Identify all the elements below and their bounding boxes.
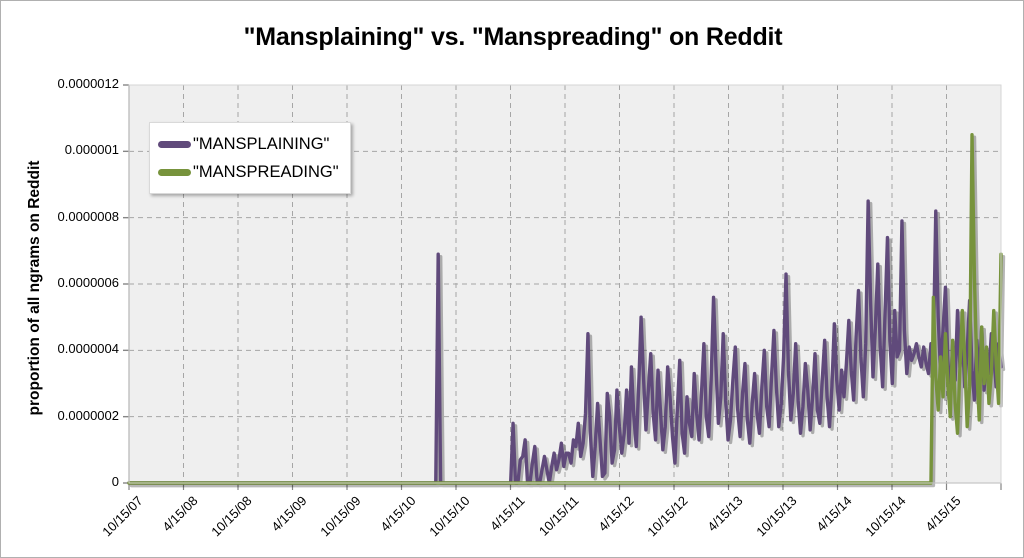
legend-swatch-manspreading: [158, 168, 191, 176]
y-axis-tick-labels: 0 0.0000002 0.0000004 0.0000006 0.0000008 0.0…: [1, 1, 119, 557]
series-shadows: [129, 135, 1006, 488]
series-shadow: [129, 201, 1006, 488]
legend-item[interactable]: "MANSPREADING": [158, 158, 339, 186]
plot-border: [128, 84, 1002, 484]
y-tick-label: 0.0000004: [57, 341, 119, 357]
x-tick-label: 10/15/07: [99, 493, 146, 540]
y-tick-label: 0: [111, 474, 119, 489]
y-tick-label: 0.000001: [64, 142, 119, 158]
legend-swatch-mansplaining: [158, 140, 191, 148]
y-tick-label: 0.0000012: [57, 76, 119, 91]
legend-label-mansplaining: "MANSPLAINING": [193, 134, 330, 153]
chart-title: "Mansplaining" vs. "Manspreading" on Red…: [243, 23, 783, 51]
chart-legend: "MANSPLAINING" "MANSPREADING": [149, 122, 351, 194]
y-tick-label: 0.0000006: [57, 275, 119, 290]
legend-label-manspreading: "MANSPREADING": [193, 162, 339, 181]
y-tick-label: 0.0000008: [57, 208, 119, 224]
legend-item[interactable]: "MANSPLAINING": [158, 130, 339, 158]
y-tick-label: 0.0000002: [57, 407, 119, 423]
series-shadow: [129, 135, 1006, 488]
